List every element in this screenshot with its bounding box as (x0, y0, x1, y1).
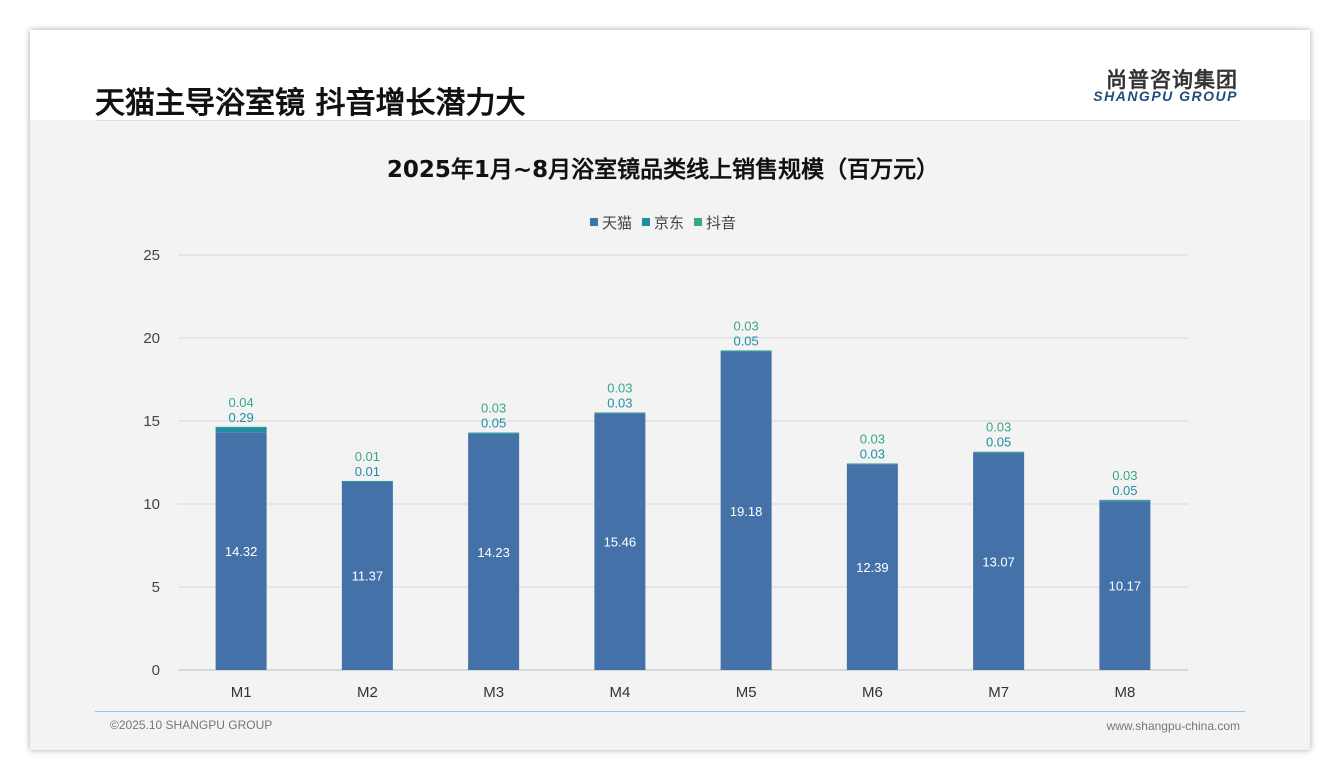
header-divider (95, 120, 1240, 121)
bar-M3-京东 (468, 432, 520, 434)
website-link[interactable]: www.shangpu-china.com (1106, 719, 1240, 733)
bar-M8-京东 (1099, 500, 1151, 502)
data-label: 19.18 (730, 504, 763, 519)
bar-M5-京东 (720, 350, 772, 352)
data-label: 14.23 (477, 545, 510, 560)
bar-M7-天猫 (973, 453, 1025, 670)
x-tick-label: M5 (736, 684, 757, 701)
legend-label: 天猫 (602, 214, 632, 232)
y-tick-label: 5 (152, 579, 160, 596)
data-label: 0.03 (607, 380, 632, 395)
data-label: 0.05 (1112, 483, 1137, 498)
data-label: 15.46 (604, 535, 637, 550)
data-label: 0.03 (860, 431, 885, 446)
copyright: ©2025.10 SHANGPU GROUP (110, 718, 273, 732)
data-label: 0.03 (733, 318, 758, 333)
legend-swatch (642, 218, 650, 226)
legend-swatch (694, 218, 702, 226)
y-tick-label: 20 (143, 330, 160, 347)
data-label: 0.05 (481, 415, 506, 430)
page-title: 天猫主导浴室镜 抖音增长潜力大 (95, 86, 526, 121)
data-label: 0.05 (733, 333, 758, 348)
x-tick-label: M4 (609, 684, 630, 701)
bar-M8-天猫 (1099, 501, 1151, 670)
data-label: 11.37 (352, 569, 384, 584)
y-tick-label: 15 (143, 413, 160, 430)
bar-M1-天猫 (215, 432, 267, 670)
data-label: 0.03 (481, 400, 506, 415)
logo-cn: 尚普咨询集团 (1106, 68, 1238, 92)
logo-en: SHANGPU GROUP (1093, 88, 1238, 104)
bar-M6-京东 (846, 463, 898, 465)
bar-M8-抖音 (1099, 499, 1151, 501)
bar-M1-抖音 (215, 426, 267, 428)
bar-M4-京东 (594, 412, 646, 414)
data-label: 14.32 (225, 544, 258, 559)
data-label: 0.05 (986, 435, 1011, 450)
bar-M6-抖音 (846, 463, 898, 464)
y-tick-label: 10 (143, 496, 160, 513)
y-tick-label: 0 (152, 662, 160, 679)
data-label: 0.01 (355, 449, 380, 464)
data-label: 0.04 (228, 395, 253, 410)
data-label: 13.07 (982, 555, 1015, 570)
legend-swatch (590, 218, 598, 226)
x-tick-label: M2 (357, 684, 378, 701)
header (30, 30, 1310, 120)
bar-M3-抖音 (468, 432, 520, 433)
x-tick-label: M6 (862, 684, 883, 701)
y-tick-label: 25 (143, 247, 160, 264)
bar-M6-天猫 (846, 464, 898, 670)
legend-label: 抖音 (706, 214, 736, 232)
bar-M5-天猫 (720, 351, 772, 670)
data-label: 0.01 (355, 464, 380, 479)
x-tick-label: M3 (483, 684, 504, 701)
bar-M2-天猫 (341, 481, 393, 670)
data-label: 0.03 (860, 446, 885, 461)
chart-title: 2025年1月~8月浴室镜品类线上销售规模（百万元） (387, 156, 939, 183)
data-label: 12.39 (856, 560, 889, 575)
bar-M4-抖音 (594, 412, 646, 413)
bar-M1-京东 (215, 427, 267, 433)
data-label: 0.03 (986, 420, 1011, 435)
footer-divider (95, 711, 1245, 712)
data-label: 0.29 (228, 410, 253, 425)
x-tick-label: M1 (231, 684, 252, 701)
bar-M5-抖音 (720, 350, 772, 351)
legend-label: 京东 (654, 214, 684, 232)
data-label: 10.17 (1109, 579, 1142, 594)
data-label: 0.03 (607, 395, 632, 410)
bar-M7-京东 (973, 452, 1025, 454)
bar-M2-抖音 (341, 480, 393, 482)
data-label: 0.03 (1112, 468, 1137, 483)
bar-M3-天猫 (468, 433, 520, 670)
x-tick-label: M8 (1114, 684, 1135, 701)
bar-M7-抖音 (973, 451, 1025, 453)
bar-M4-天猫 (594, 413, 646, 670)
x-tick-label: M7 (988, 684, 1009, 701)
